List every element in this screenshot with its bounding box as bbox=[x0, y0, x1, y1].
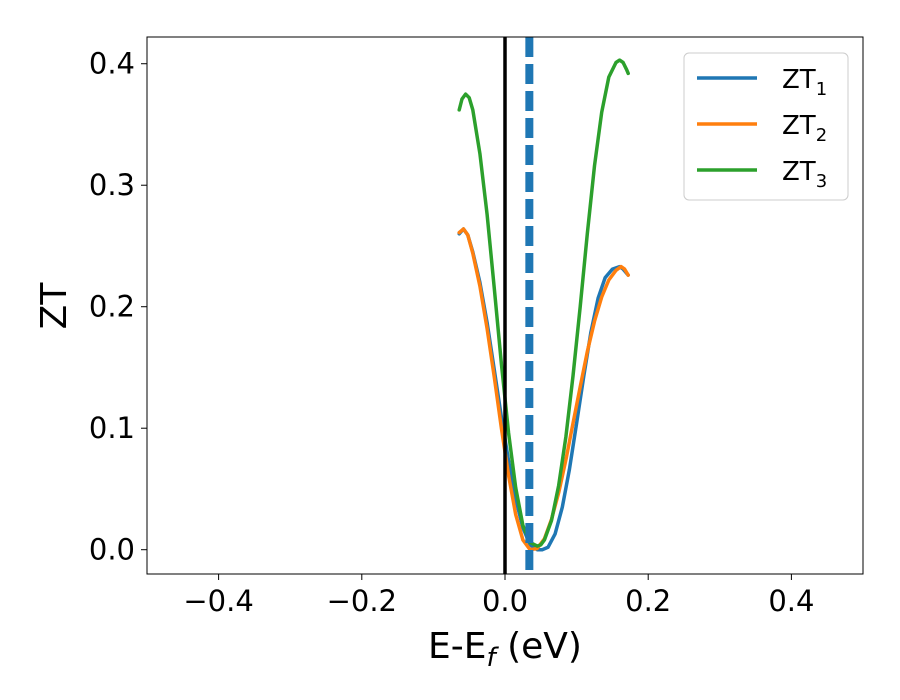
series-layer bbox=[457, 58, 630, 552]
x-tick-label: 0.4 bbox=[768, 584, 814, 618]
x-tick-label: 0.2 bbox=[625, 584, 671, 618]
series-line-zt3 bbox=[457, 58, 630, 548]
x-tick-label: −0.4 bbox=[183, 584, 253, 618]
vertical-lines-layer bbox=[503, 37, 534, 574]
x-axis-title: E-Ef (eV) bbox=[428, 626, 582, 673]
legend-label: ZT3 bbox=[782, 157, 827, 192]
y-axis: 0.0 0.1 0.2 0.3 0.4 bbox=[89, 47, 147, 567]
legend-label: ZT2 bbox=[782, 111, 827, 146]
series-line-zt2 bbox=[457, 227, 630, 552]
y-tick-label: 0.3 bbox=[89, 168, 135, 202]
x-tick-label: −0.2 bbox=[327, 584, 397, 618]
x-axis: −0.4 −0.2 0.0 0.2 0.4 bbox=[183, 574, 814, 618]
y-tick-label: 0.2 bbox=[89, 290, 135, 324]
legend-box bbox=[683, 52, 849, 201]
x-tick-label: 0.0 bbox=[482, 584, 528, 618]
y-tick-label: 0.1 bbox=[89, 411, 135, 445]
legend-label: ZT1 bbox=[782, 65, 827, 100]
series-line-zt1 bbox=[457, 227, 630, 552]
legend: ZT1 ZT2 ZT3 bbox=[683, 52, 849, 201]
y-axis-title: ZT bbox=[34, 282, 75, 330]
y-tick-label: 0.0 bbox=[89, 533, 135, 567]
y-tick-label: 0.4 bbox=[89, 47, 135, 81]
